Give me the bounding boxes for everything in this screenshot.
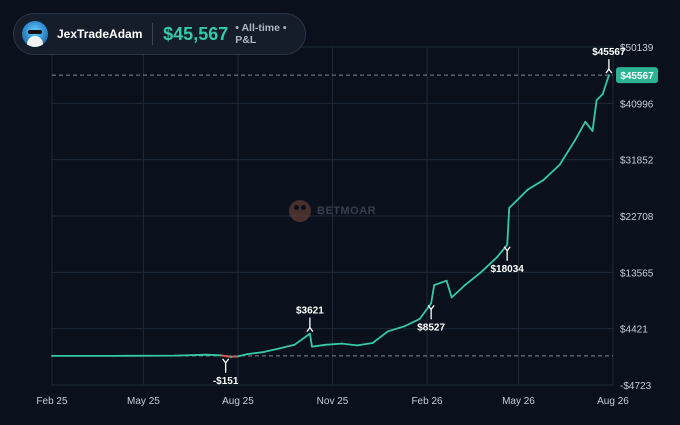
x-tick-label: Nov 25 [317, 396, 349, 407]
data-point [371, 342, 374, 344]
data-point [430, 302, 433, 305]
data-point [433, 284, 436, 286]
x-tick-label: May 26 [502, 396, 535, 407]
data-point [445, 279, 448, 282]
data-point [111, 355, 114, 357]
data-point [601, 93, 604, 95]
data-point [293, 343, 296, 346]
data-point [526, 188, 529, 191]
annotation-arrowhead [605, 68, 613, 74]
data-point [205, 353, 208, 356]
y-tick-label: $40996 [620, 99, 654, 110]
data-point [542, 179, 545, 182]
data-point [479, 271, 482, 274]
annotation-arrowhead [306, 326, 314, 332]
y-tick-label: $13565 [620, 268, 654, 279]
annotation-label: -$151 [213, 376, 239, 387]
data-point [403, 325, 406, 328]
x-tick-label: Aug 26 [597, 396, 629, 407]
annotation-arrowhead [427, 304, 435, 311]
data-point [574, 139, 576, 142]
data-point [506, 243, 509, 246]
data-point [229, 355, 232, 358]
betmoar-logo-icon [289, 200, 311, 222]
username[interactable]: JexTradeAdam [57, 27, 143, 41]
y-tick-label: $50139 [620, 43, 654, 54]
x-tick-label: Feb 25 [36, 396, 68, 407]
data-point [246, 353, 249, 355]
data-point [303, 336, 306, 339]
current-value-badge [616, 67, 658, 84]
pnl-period-label[interactable]: • All-time • P&L [235, 22, 287, 46]
data-point [508, 207, 511, 209]
data-point [174, 354, 177, 357]
avatar[interactable] [22, 21, 48, 47]
data-point [324, 343, 327, 346]
data-point [595, 99, 598, 102]
data-point [308, 332, 311, 335]
y-tick-label: $31852 [620, 156, 654, 167]
data-point [558, 164, 561, 166]
data-point [450, 296, 453, 299]
watermark: BETMOAR [289, 200, 376, 222]
profile-header: JexTradeAdam $45,567 • All-time • P&L [13, 13, 306, 55]
header-divider [152, 23, 154, 45]
y-tick-label: $22708 [620, 212, 654, 223]
data-point [418, 318, 421, 320]
data-point [495, 256, 498, 259]
x-tick-label: Aug 25 [222, 396, 254, 407]
watermark-text: BETMOAR [317, 205, 377, 217]
data-point [607, 74, 610, 77]
data-point [591, 130, 594, 132]
pnl-value: $45,567 [163, 23, 229, 44]
data-point [278, 347, 280, 350]
data-point [51, 355, 53, 357]
annotation-label: $8527 [417, 322, 445, 333]
data-point [219, 354, 222, 357]
data-point [387, 330, 389, 333]
data-point [356, 344, 359, 347]
data-point [311, 345, 313, 348]
data-point [340, 342, 343, 345]
annotation-label: $45567 [592, 47, 626, 58]
data-point [584, 120, 587, 123]
current-value-badge-label: $45567 [620, 71, 654, 82]
x-tick-label: Feb 26 [411, 396, 443, 407]
x-tick-label: May 25 [127, 396, 160, 407]
y-tick-label: $4421 [620, 325, 648, 336]
annotation-arrowhead [222, 358, 230, 364]
data-point [464, 284, 466, 286]
data-point [237, 355, 239, 358]
annotation-arrowhead [503, 246, 511, 252]
annotation-label: $3621 [296, 306, 324, 317]
y-tick-label: -$4723 [620, 381, 652, 392]
data-point [261, 351, 264, 354]
annotation-label: $18034 [490, 264, 524, 275]
